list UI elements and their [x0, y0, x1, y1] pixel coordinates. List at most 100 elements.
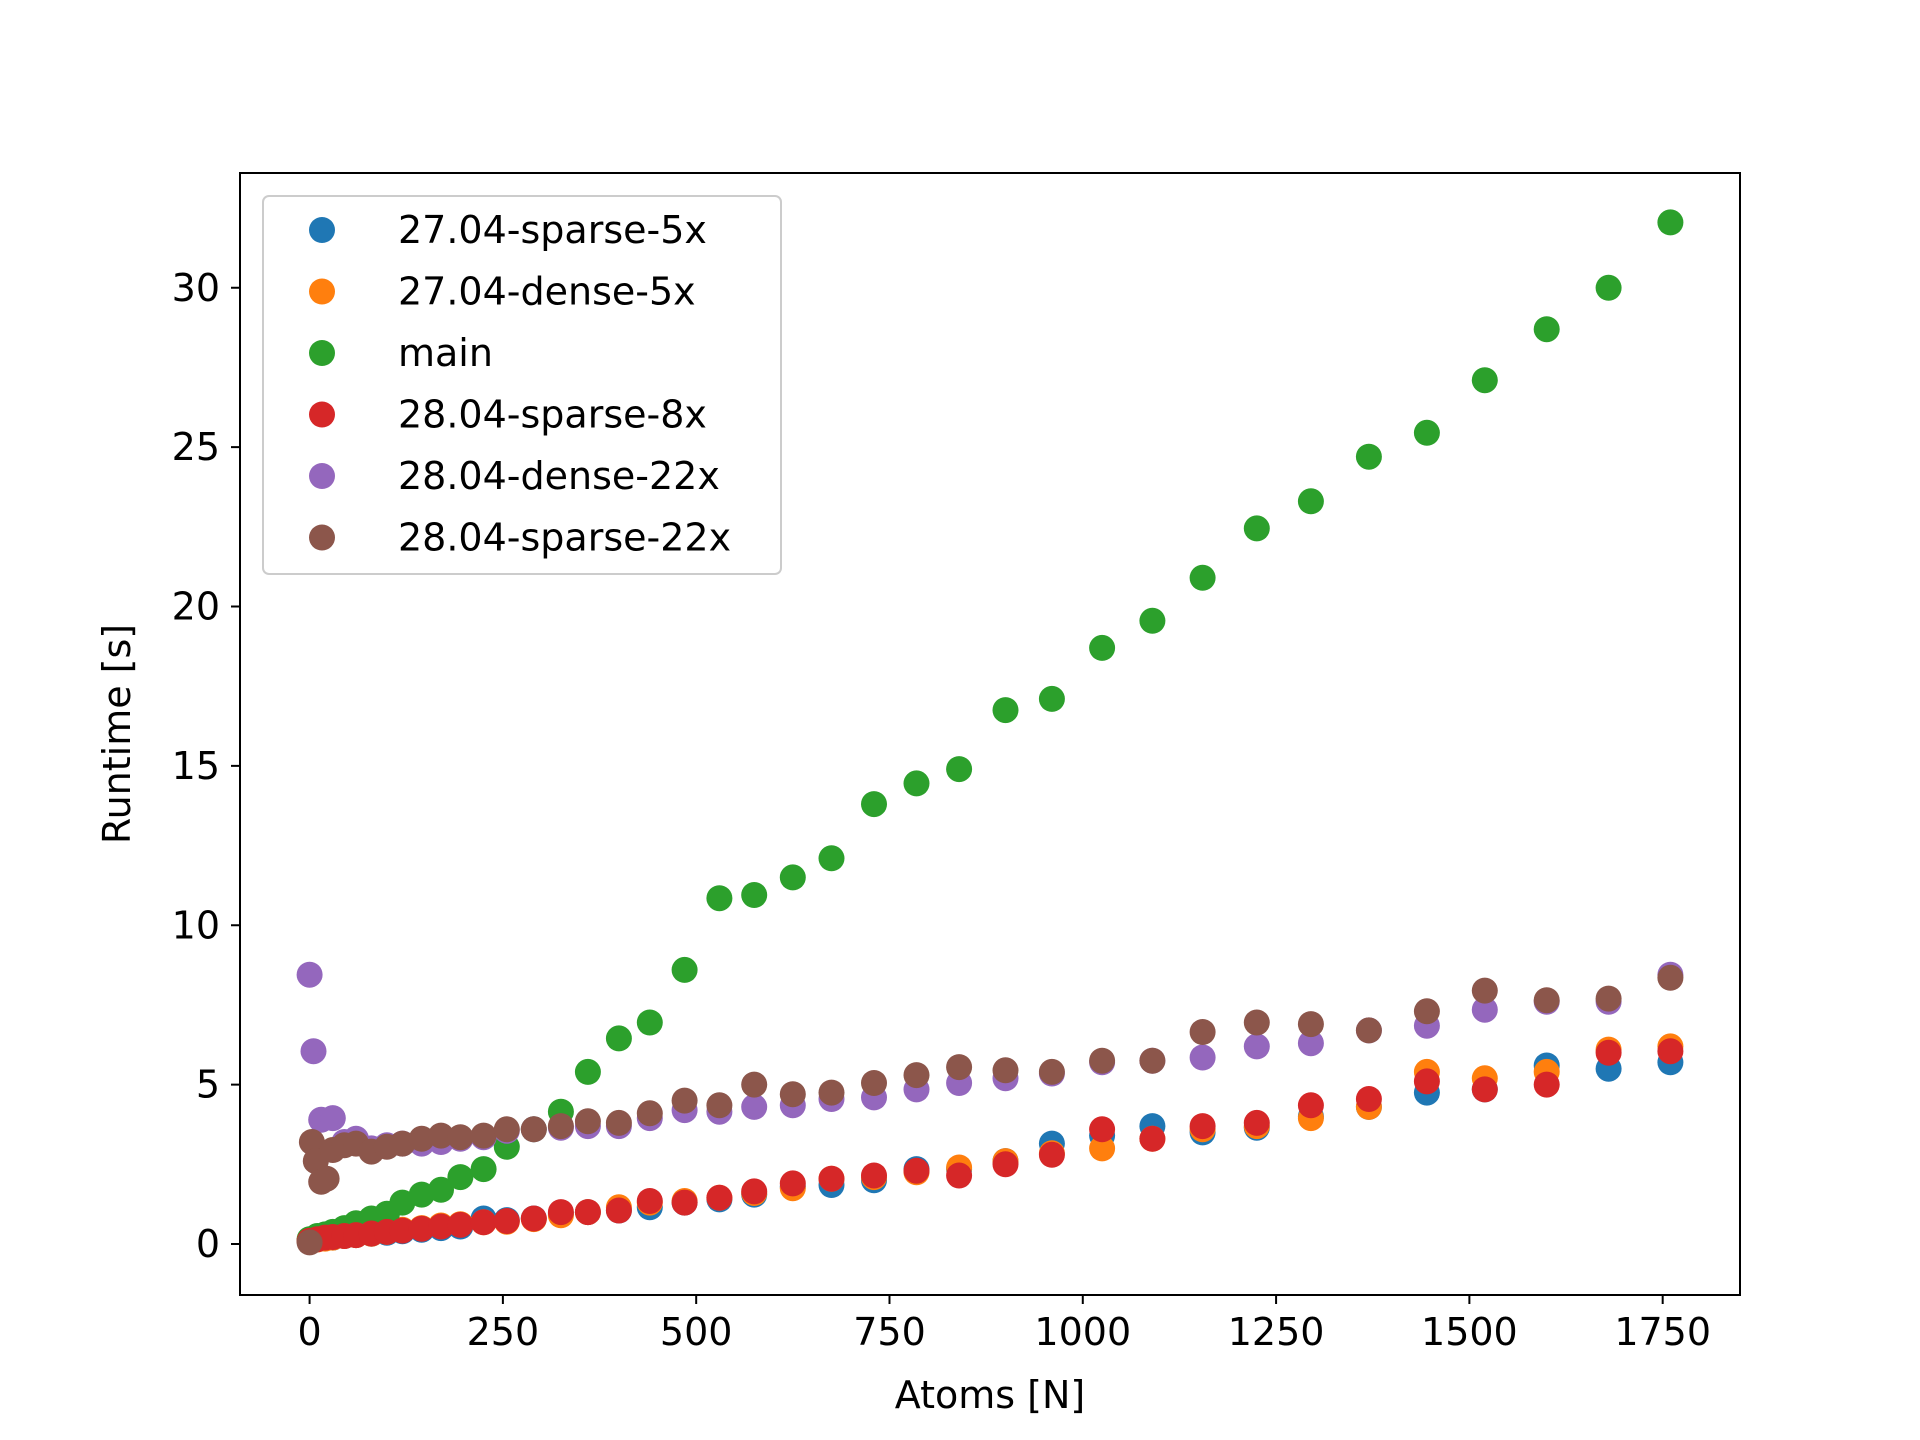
point-series-3-13: [493, 1208, 520, 1234]
legend-marker-4: [309, 463, 335, 489]
point-series-3-10: [428, 1213, 454, 1240]
point-series-3-23: [818, 1165, 845, 1192]
y-tick-label: 15: [172, 744, 220, 788]
point-series-3-19: [671, 1189, 698, 1216]
x-tick-label: 1000: [1034, 1310, 1131, 1354]
point-series-2-27: [992, 697, 1019, 724]
point-series-2-21: [741, 882, 768, 908]
point-series-2-24: [861, 791, 887, 818]
point-series-5-13: [447, 1124, 474, 1151]
point-series-5-36: [1355, 1017, 1382, 1044]
point-series-2-26: [946, 756, 973, 783]
point-series-2-20: [706, 885, 733, 912]
point-series-2-31: [1189, 564, 1216, 591]
point-series-5-22: [706, 1092, 733, 1119]
point-series-3-14: [520, 1205, 547, 1232]
x-tick-label: 750: [853, 1310, 926, 1354]
point-series-2-16: [574, 1058, 601, 1085]
point-series-5-15: [493, 1116, 520, 1143]
point-series-3-38: [1595, 1039, 1622, 1066]
point-series-3-37: [1533, 1071, 1560, 1098]
legend: 27.04-sparse-5x 27.04-dense-5x main 28.04-s…: [262, 195, 782, 575]
legend-marker-3: [309, 401, 335, 428]
point-series-5-34: [1243, 1009, 1270, 1036]
point-series-2-17: [605, 1025, 632, 1052]
point-series-2-29: [1089, 634, 1116, 661]
point-series-2-23: [818, 845, 845, 872]
point-series-2-37: [1533, 316, 1560, 343]
point-series-5-18: [574, 1108, 601, 1135]
point-series-3-11: [447, 1211, 474, 1238]
point-series-2-36: [1471, 367, 1498, 394]
point-series-3-32: [1243, 1109, 1270, 1136]
point-series-5-32: [1139, 1047, 1166, 1074]
plot-frame: [239, 172, 1741, 1296]
point-series-5-33: [1189, 1019, 1216, 1045]
point-series-1-29: [1089, 1135, 1116, 1162]
point-series-2-39: [1657, 209, 1684, 236]
point-series-3-17: [605, 1197, 632, 1224]
point-series-5-20: [636, 1100, 663, 1127]
point-series-3-25: [903, 1157, 930, 1184]
point-series-3-18: [636, 1188, 663, 1214]
point-series-5-29: [992, 1057, 1019, 1084]
x-tick-label: 250: [467, 1310, 540, 1354]
point-series-3-28: [1038, 1141, 1065, 1168]
x-tick-label: 1500: [1421, 1310, 1518, 1354]
point-series-3-22: [779, 1170, 806, 1197]
point-series-2-35: [1413, 419, 1440, 446]
point-series-5-24: [779, 1081, 806, 1108]
point-series-5-0: [296, 1229, 323, 1256]
point-series-3-15: [547, 1199, 574, 1226]
y-axis-label: Runtime [s]: [95, 624, 139, 844]
y-tick-label: 5: [196, 1063, 220, 1107]
point-series-5-23: [741, 1071, 768, 1098]
point-series-2-10: [428, 1176, 454, 1203]
point-series-2-32: [1243, 515, 1270, 542]
point-series-5-31: [1089, 1047, 1116, 1074]
point-series-5-4: [313, 1165, 340, 1192]
point-series-5-12: [428, 1122, 454, 1149]
y-tick-label: 10: [172, 903, 220, 947]
point-series-3-35: [1413, 1068, 1440, 1095]
point-series-5-26: [861, 1070, 887, 1096]
point-series-2-22: [779, 864, 806, 891]
point-series-3-36: [1471, 1076, 1498, 1103]
legend-marker-0: [309, 217, 335, 243]
point-series-3-21: [741, 1178, 768, 1205]
y-tick-label: 25: [172, 425, 220, 469]
point-series-5-30: [1038, 1058, 1065, 1085]
legend-label-1: 27.04-dense-5x: [398, 270, 696, 314]
point-series-3-8: [389, 1217, 416, 1244]
point-series-5-37: [1413, 998, 1440, 1025]
point-series-5-39: [1533, 987, 1560, 1014]
point-series-4-3: [319, 1105, 346, 1132]
x-tick-label: 500: [660, 1310, 733, 1354]
x-tick-label: 0: [297, 1310, 321, 1354]
legend-label-4: 28.04-dense-22x: [398, 454, 720, 498]
x-tick-label: 1750: [1614, 1310, 1711, 1354]
point-series-2-28: [1038, 685, 1065, 712]
point-series-5-27: [903, 1062, 930, 1089]
point-series-2-12: [470, 1156, 497, 1183]
point-series-3-39: [1657, 1038, 1684, 1065]
point-series-4-31: [1189, 1044, 1216, 1071]
point-series-2-30: [1139, 607, 1166, 634]
point-series-5-40: [1595, 985, 1622, 1012]
point-series-2-34: [1355, 443, 1382, 470]
point-series-5-38: [1471, 977, 1498, 1004]
point-series-4-21: [741, 1093, 768, 1120]
y-tick-label: 20: [172, 585, 220, 629]
y-tick-label: 30: [172, 266, 220, 310]
point-series-5-17: [547, 1113, 574, 1140]
point-series-5-19: [605, 1109, 632, 1136]
legend-marker-1: [309, 278, 335, 305]
point-series-3-33: [1297, 1092, 1324, 1119]
legend-label-2: main: [398, 331, 493, 375]
x-tick-label: 1250: [1228, 1310, 1325, 1354]
point-series-3-12: [470, 1209, 497, 1236]
point-series-2-33: [1297, 488, 1324, 515]
point-series-3-9: [408, 1215, 435, 1242]
legend-box: [262, 195, 782, 575]
